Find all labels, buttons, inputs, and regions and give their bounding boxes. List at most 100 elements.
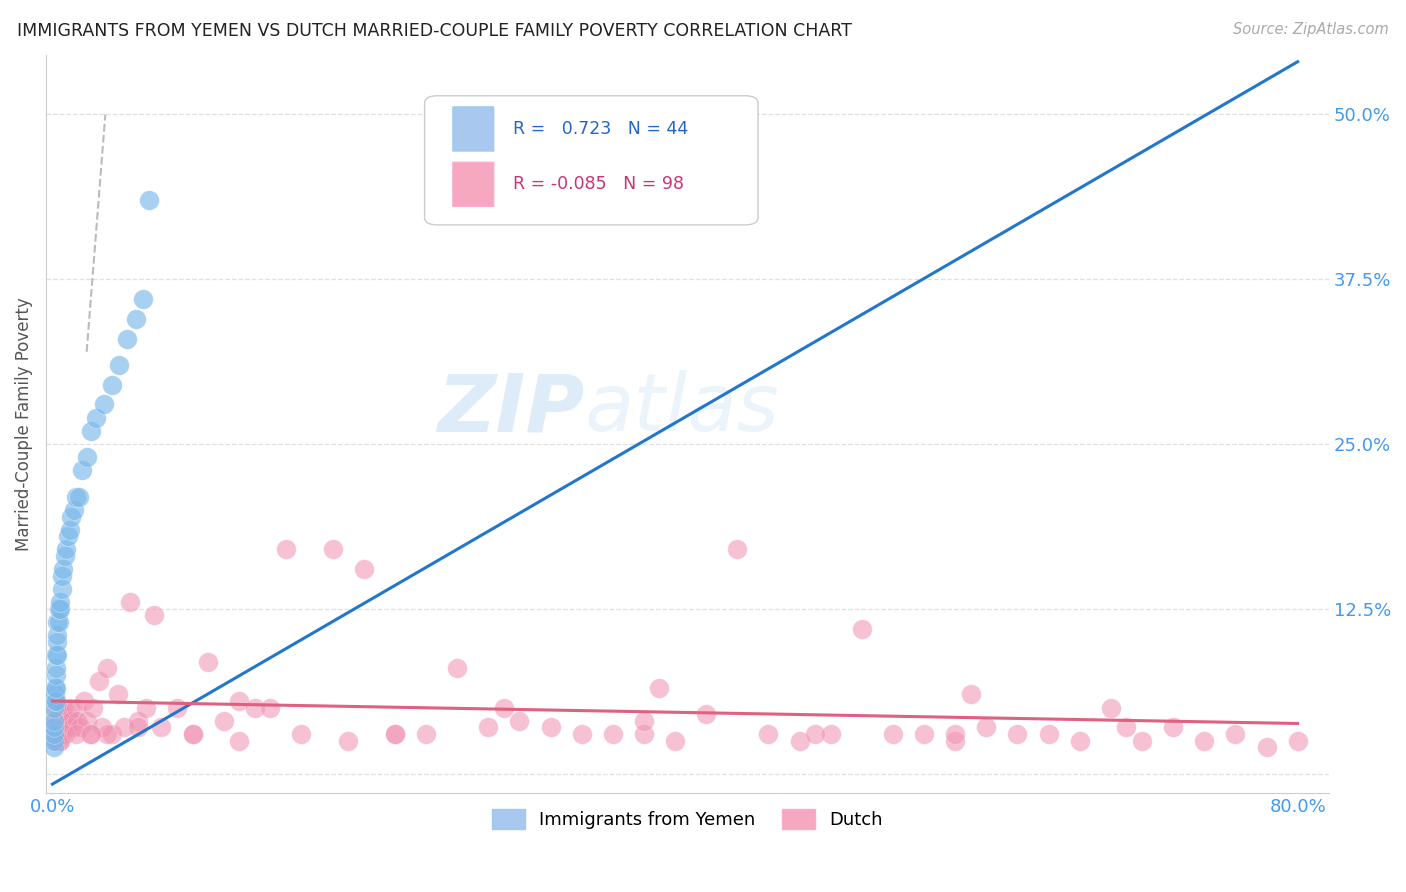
Point — [1256, 740, 1278, 755]
Point — [820, 727, 842, 741]
Point — [53, 549, 76, 563]
Point — [44, 694, 66, 708]
Point — [69, 721, 91, 735]
Point — [142, 608, 165, 623]
Point — [52, 562, 75, 576]
Point — [51, 582, 73, 596]
Point — [804, 727, 827, 741]
Point — [58, 523, 80, 537]
Point — [51, 707, 73, 722]
Point — [58, 700, 80, 714]
Point — [259, 700, 281, 714]
Point — [76, 714, 98, 728]
Point — [80, 424, 103, 438]
Point — [228, 733, 250, 747]
Point — [943, 733, 966, 747]
Point — [725, 542, 748, 557]
Point — [42, 740, 65, 755]
Text: R = -0.085   N = 98: R = -0.085 N = 98 — [513, 176, 685, 194]
Point — [46, 634, 69, 648]
Point — [44, 688, 66, 702]
Point — [56, 529, 79, 543]
Point — [337, 733, 360, 747]
Point — [322, 542, 344, 557]
Point — [120, 595, 142, 609]
Point — [1225, 727, 1247, 741]
Point — [212, 714, 235, 728]
Point — [62, 721, 84, 735]
Point — [274, 542, 297, 557]
Text: IMMIGRANTS FROM YEMEN VS DUTCH MARRIED-COUPLE FAMILY POVERTY CORRELATION CHART: IMMIGRANTS FROM YEMEN VS DUTCH MARRIED-C… — [17, 22, 852, 40]
Point — [243, 700, 266, 714]
Point — [48, 707, 70, 722]
Point — [60, 714, 83, 728]
Point — [1161, 721, 1184, 735]
Point — [60, 509, 83, 524]
Point — [1069, 733, 1091, 747]
Point — [42, 727, 65, 741]
Point — [107, 688, 129, 702]
Point — [197, 655, 219, 669]
Point — [125, 311, 148, 326]
Point — [42, 714, 65, 728]
Point — [912, 727, 935, 741]
FancyBboxPatch shape — [425, 95, 758, 225]
Point — [79, 727, 101, 741]
Point — [492, 700, 515, 714]
Point — [44, 694, 66, 708]
Point — [44, 733, 66, 747]
Point — [56, 714, 79, 728]
Point — [44, 714, 66, 728]
Point — [63, 503, 86, 517]
Point — [135, 700, 157, 714]
Point — [87, 674, 110, 689]
Point — [664, 733, 686, 747]
Point — [49, 714, 72, 728]
Point — [42, 707, 65, 722]
Point — [290, 727, 312, 741]
Point — [602, 727, 624, 741]
Point — [138, 193, 160, 207]
Point — [46, 727, 69, 741]
Point — [415, 727, 437, 741]
Point — [49, 733, 72, 747]
Point — [851, 622, 873, 636]
Point — [49, 602, 72, 616]
Point — [80, 727, 103, 741]
Point — [66, 714, 89, 728]
Point — [42, 721, 65, 735]
Point — [46, 615, 69, 629]
Point — [108, 358, 131, 372]
Point — [1194, 733, 1216, 747]
FancyBboxPatch shape — [453, 162, 494, 206]
Point — [789, 733, 811, 747]
Point — [758, 727, 780, 741]
Point — [100, 727, 122, 741]
Point — [53, 714, 76, 728]
Point — [1038, 727, 1060, 741]
Point — [48, 602, 70, 616]
Point — [91, 721, 114, 735]
Point — [100, 377, 122, 392]
Point — [67, 490, 90, 504]
Point — [384, 727, 406, 741]
Point — [1286, 733, 1309, 747]
FancyBboxPatch shape — [453, 107, 494, 151]
Point — [42, 727, 65, 741]
Point — [131, 292, 153, 306]
Point — [648, 681, 671, 695]
Point — [96, 661, 118, 675]
Point — [51, 569, 73, 583]
Point — [48, 615, 70, 629]
Point — [76, 450, 98, 465]
Legend: Immigrants from Yemen, Dutch: Immigrants from Yemen, Dutch — [485, 802, 890, 836]
Point — [44, 681, 66, 695]
Point — [42, 700, 65, 714]
Point — [44, 694, 66, 708]
Point — [53, 727, 76, 741]
Point — [633, 727, 655, 741]
Point — [65, 727, 87, 741]
Point — [44, 681, 66, 695]
Text: Source: ZipAtlas.com: Source: ZipAtlas.com — [1233, 22, 1389, 37]
Point — [96, 727, 118, 741]
